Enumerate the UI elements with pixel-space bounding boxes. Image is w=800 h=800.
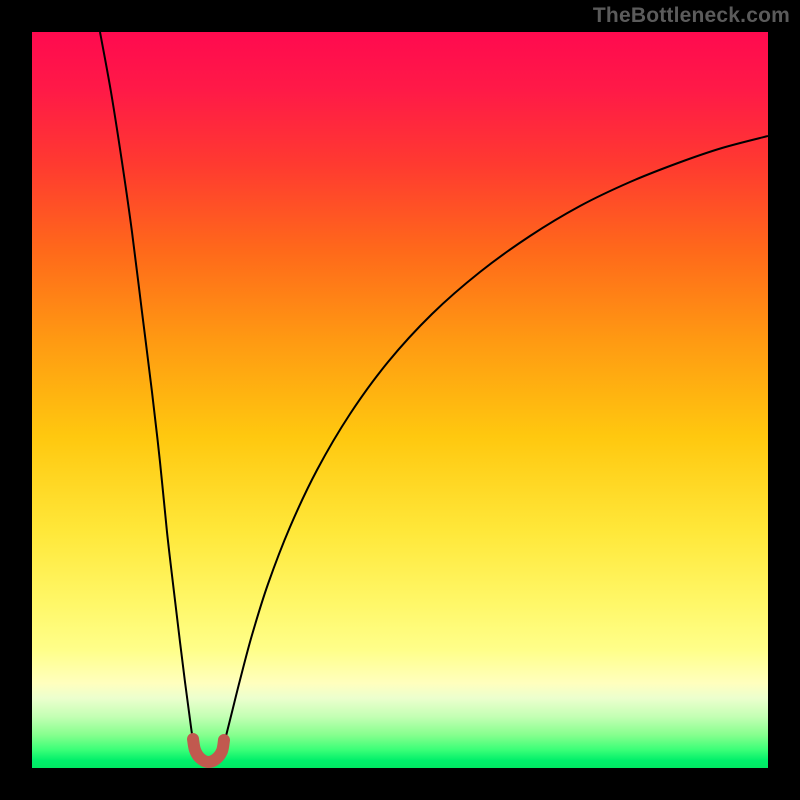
gradient-background: [32, 32, 768, 768]
plot-area: [32, 32, 768, 768]
watermark-text: TheBottleneck.com: [593, 4, 790, 28]
gradient-rect: [32, 32, 768, 768]
chart-frame: TheBottleneck.com: [0, 0, 800, 800]
